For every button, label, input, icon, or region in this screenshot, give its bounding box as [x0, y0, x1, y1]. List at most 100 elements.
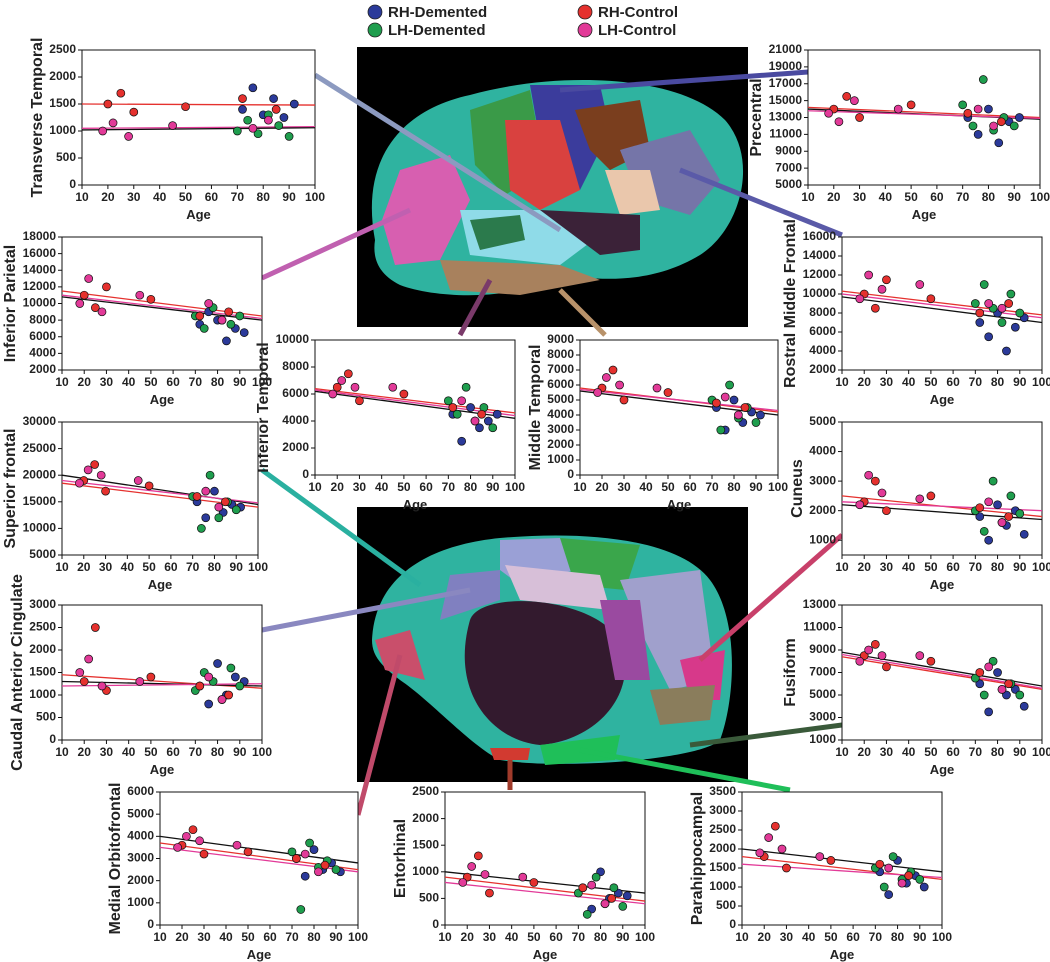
x-tick-label: 30 [483, 930, 497, 944]
y-tick-label: 10000 [23, 296, 57, 310]
data-point [591, 872, 601, 882]
data-point [84, 654, 94, 664]
y-tick-label: 0 [729, 917, 736, 931]
y-tick-label: 2500 [49, 42, 76, 56]
x-tick-label: 20 [858, 745, 872, 759]
x-tick-label: 100 [348, 930, 368, 944]
x-axis-label: Age [533, 947, 558, 962]
y-tick-label: 7000 [775, 160, 802, 174]
x-tick-label: 10 [153, 930, 167, 944]
fit-line [741, 848, 943, 873]
x-tick-label: 20 [101, 190, 115, 204]
x-tick-label: 40 [505, 930, 519, 944]
y-tick-label: 1000 [709, 879, 736, 893]
x-tick-label: 20 [331, 480, 345, 494]
data-point [864, 270, 874, 280]
data-point [328, 389, 338, 399]
data-point [235, 681, 245, 691]
data-point [480, 870, 490, 879]
y-tick-label: 2500 [29, 620, 56, 634]
data-point [90, 623, 100, 632]
data-point [488, 423, 498, 433]
data-point [173, 843, 182, 852]
x-tick-label: 40 [639, 480, 653, 494]
data-point [919, 882, 929, 892]
legend-label: LH-Control [598, 22, 676, 39]
data-point [615, 380, 624, 390]
x-tick-label: 100 [932, 930, 952, 944]
data-point [973, 104, 983, 114]
data-point [97, 681, 107, 691]
y-tick-label: 4000 [547, 407, 574, 421]
x-tick-label: 80 [464, 480, 478, 494]
data-point [824, 108, 833, 118]
y-axis-label: Rostral Middle Frontal [782, 219, 799, 388]
y-tick-label: 6000 [547, 377, 574, 391]
y-axis-label: Parahippocampal [689, 792, 706, 925]
data-point [882, 506, 891, 516]
y-tick-label: 15000 [769, 93, 803, 107]
data-point [287, 847, 297, 857]
x-tick-label: 20 [461, 930, 475, 944]
data-point [214, 513, 224, 523]
x-tick-label: 60 [263, 930, 277, 944]
data-point [230, 672, 240, 682]
y-tick-label: 1000 [127, 895, 154, 909]
x-tick-label: 40 [121, 560, 135, 574]
y-tick-label: 5000 [547, 392, 574, 406]
data-point [893, 104, 903, 114]
data-point [75, 299, 85, 308]
y-tick-label: 1000 [809, 532, 836, 546]
x-tick-label: 100 [248, 560, 268, 574]
data-point [975, 512, 985, 521]
data-point [975, 503, 985, 513]
y-axis-label: Fusiform [782, 638, 799, 706]
x-axis-label: Age [150, 762, 175, 777]
x-tick-label: 80 [727, 480, 741, 494]
data-point [443, 396, 453, 406]
data-point [222, 336, 231, 346]
data-point [855, 113, 864, 122]
data-point [608, 365, 618, 375]
scatter-panel: 5000 10000 15000 20000 25000 30000 10 20 30 40 50 6… [2, 414, 268, 592]
y-tick-label: 11000 [769, 127, 802, 141]
x-tick-label: 60 [419, 480, 433, 494]
data-point [984, 707, 994, 717]
data-point [1015, 509, 1025, 518]
x-axis-label: Age [930, 577, 955, 592]
y-tick-label: 3000 [809, 473, 836, 487]
data-point [975, 308, 985, 318]
x-tick-label: 90 [913, 930, 927, 944]
data-point [492, 409, 502, 419]
y-tick-label: 8000 [547, 347, 574, 361]
data-point [192, 492, 202, 501]
x-tick-label: 70 [869, 930, 883, 944]
y-tick-label: 3500 [709, 784, 736, 798]
y-tick-label: 9000 [809, 642, 836, 656]
data-point [309, 845, 319, 854]
data-point [337, 376, 347, 385]
y-tick-label: 4000 [127, 829, 154, 843]
data-point [466, 403, 475, 412]
scatter-panel: 0 1000 2000 3000 4000 5000 6000 10 20 30 40 50 60 70 8… [107, 783, 368, 962]
data-point [305, 838, 314, 848]
data-point [226, 663, 236, 673]
y-tick-label: 6000 [282, 386, 309, 400]
y-tick-label: 4000 [29, 346, 56, 360]
x-tick-label: 50 [824, 930, 838, 944]
data-point [75, 478, 84, 488]
data-point [314, 867, 323, 877]
y-tick-label: 2500 [412, 784, 439, 798]
x-tick-label: 30 [127, 190, 141, 204]
data-point [978, 75, 988, 84]
x-tick-label: 10 [438, 930, 452, 944]
y-tick-label: 2000 [49, 69, 76, 83]
y-tick-label: 8000 [29, 312, 56, 326]
x-tick-label: 70 [969, 375, 983, 389]
data-point [399, 389, 409, 399]
fit-line [61, 680, 263, 687]
x-tick-label: 50 [241, 930, 255, 944]
y-tick-label: 2000 [809, 362, 836, 376]
data-point [217, 315, 227, 325]
x-tick-label: 100 [1032, 745, 1050, 759]
